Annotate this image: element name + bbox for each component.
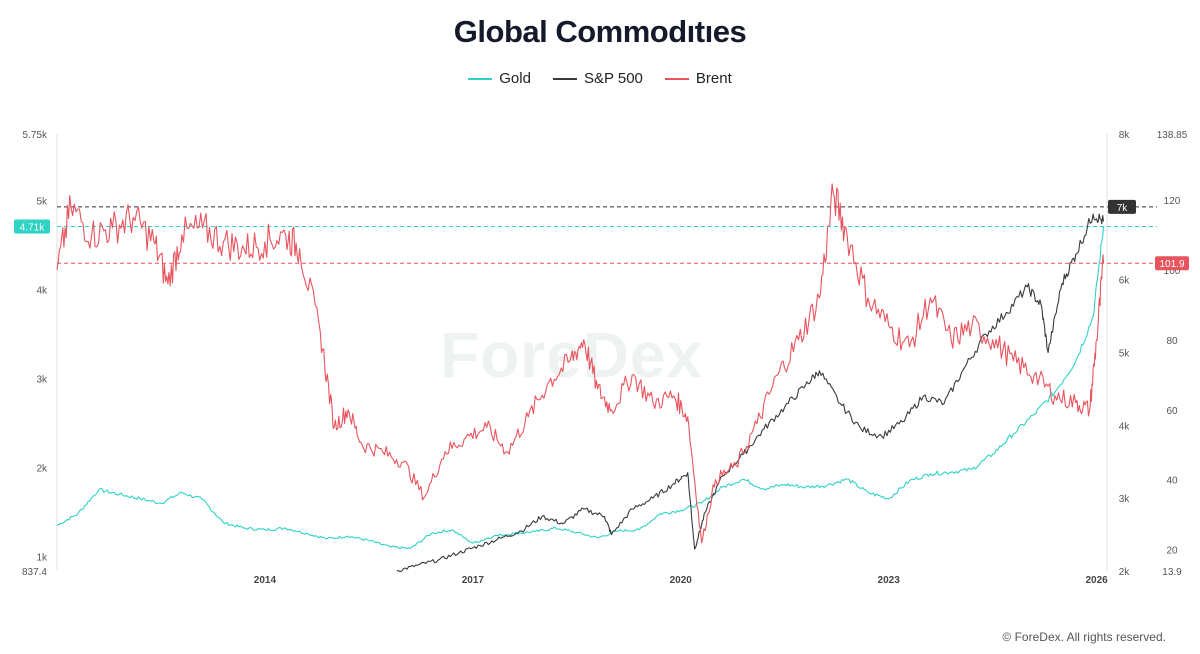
legend-swatch-sp500: [552, 77, 577, 80]
brent-axis-tick-label: 80: [1166, 336, 1178, 347]
brent-axis-tick-label: 40: [1166, 476, 1178, 487]
chart-title: Global Commodıtıes: [453, 14, 747, 49]
x-axis-tick-label: 2023: [878, 575, 901, 586]
sp500-axis-tick-label: 2k: [1119, 567, 1131, 578]
legend-item-brent[interactable]: Brent: [664, 70, 732, 87]
copyright-text: © ForeDex. All rights reserved.: [1002, 630, 1166, 644]
reference-badge-gold: [14, 219, 50, 234]
brent-axis-tick-label: 60: [1166, 406, 1178, 417]
x-axis-tick-label: 2026: [1085, 575, 1108, 586]
sp500-axis-tick-label: 5k: [1119, 349, 1131, 360]
x-axis-tick-label: 2014: [254, 575, 277, 586]
gold-axis-tick-label: 1k: [36, 553, 48, 564]
reference-badge-label-brent: 101.9: [1159, 259, 1184, 270]
x-axis-tick-label: 2020: [670, 575, 693, 586]
reference-badge-label-gold: 4.71k: [20, 223, 45, 234]
reference-badge-sp500: [1108, 199, 1136, 214]
series-line-sp500: [396, 213, 1105, 573]
brent-axis-tick-label: 13.9: [1162, 567, 1182, 578]
gold-axis-tick-label: 5k: [36, 197, 48, 208]
legend-label-sp500: S&P 500: [583, 70, 643, 87]
reference-badge-label-sp500: 7k: [1117, 203, 1129, 214]
brent-axis-tick-label: 20: [1166, 546, 1178, 557]
x-axis-tick-label: 2017: [462, 575, 485, 586]
legend-item-sp500[interactable]: S&P 500: [552, 70, 643, 87]
brent-axis-tick-label: 120: [1164, 196, 1181, 207]
legend-label-brent: Brent: [695, 70, 732, 87]
sp500-axis-tick-label: 3k: [1119, 494, 1131, 505]
sp500-axis-tick-label: 8k: [1119, 130, 1131, 141]
gold-axis-tick-label: 4k: [36, 286, 48, 297]
series-line-brent: [56, 183, 1105, 544]
brent-axis-tick-label: 100: [1164, 266, 1181, 277]
gold-axis-tick-label: 837.4: [22, 567, 47, 578]
brent-axis-tick-label: 138.85: [1157, 130, 1188, 141]
sp500-axis-tick-label: 4k: [1119, 421, 1131, 432]
gold-axis-tick-label: 2k: [36, 464, 48, 475]
gold-axis-tick-label: 5.75k: [23, 130, 48, 141]
gold-axis-tick-label: 3k: [36, 375, 48, 386]
series-line-gold: [56, 226, 1105, 550]
sp500-axis-tick-label: 6k: [1119, 276, 1131, 287]
legend: Gold S&P 500 Brent: [0, 70, 1200, 87]
legend-swatch-brent: [664, 77, 689, 80]
legend-swatch-gold: [468, 77, 493, 80]
reference-badge-brent: [1155, 256, 1189, 271]
legend-item-gold[interactable]: Gold: [468, 70, 531, 87]
legend-label-gold: Gold: [499, 70, 531, 87]
